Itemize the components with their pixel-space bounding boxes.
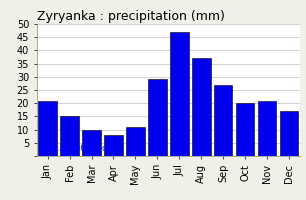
Bar	[170, 32, 188, 156]
Bar	[192, 58, 211, 156]
Bar	[148, 79, 167, 156]
Bar	[258, 101, 276, 156]
Bar	[214, 85, 233, 156]
Text: Zyryanka : precipitation (mm): Zyryanka : precipitation (mm)	[37, 10, 225, 23]
Bar	[126, 127, 145, 156]
Bar	[38, 101, 57, 156]
Bar	[280, 111, 298, 156]
Bar	[82, 130, 101, 156]
Bar	[60, 116, 79, 156]
Bar	[236, 103, 254, 156]
Bar	[104, 135, 123, 156]
Text: www.allmetsat.com: www.allmetsat.com	[39, 144, 114, 153]
